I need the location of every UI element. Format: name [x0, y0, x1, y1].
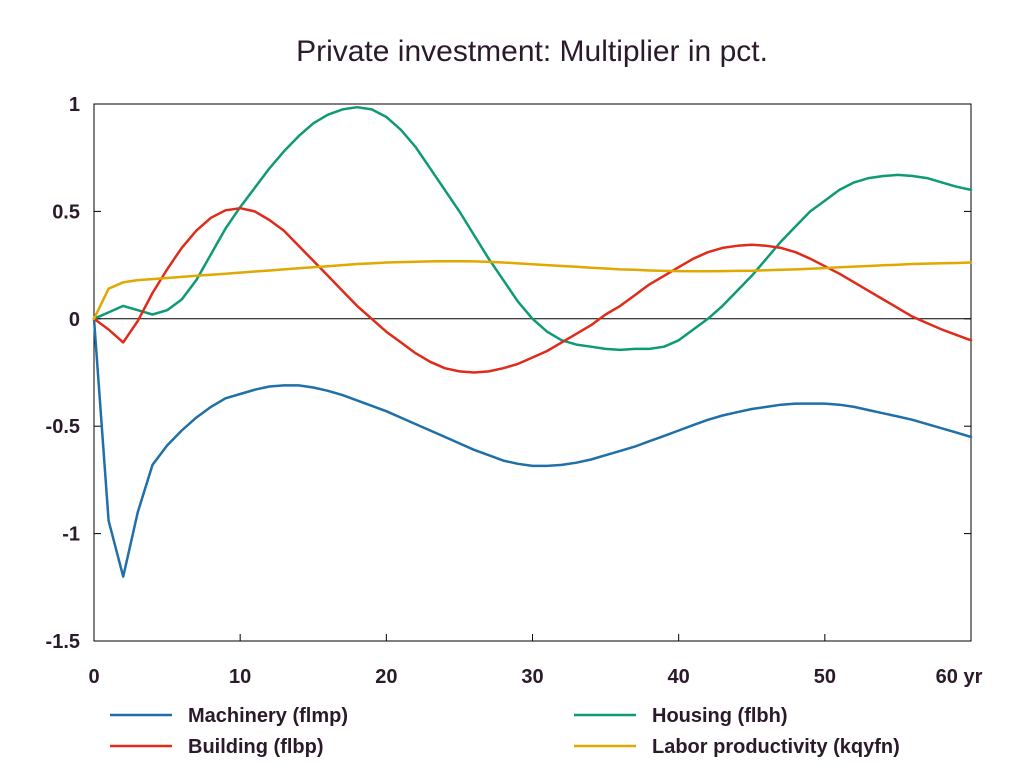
plot-frame	[93, 103, 972, 642]
legend-label: Building (flbp)	[188, 736, 324, 758]
y-tick-label: 0	[69, 309, 80, 331]
x-tick-label: 60 yr	[936, 666, 983, 688]
series-line-4	[92, 259, 973, 321]
y-tick-label: 1	[69, 94, 80, 116]
series-line-1	[92, 317, 973, 578]
legend: Machinery (flmp) Building (flbp) Housing (…	[110, 705, 900, 758]
y-tick-label: -1	[62, 524, 80, 546]
series-line-2	[92, 105, 973, 352]
legend-label: Machinery (flmp)	[188, 705, 348, 727]
x-tick-label: 20	[375, 666, 397, 688]
y-tick-label: -1.5	[46, 631, 80, 653]
series-line-3	[92, 206, 973, 374]
x-tick-label: 0	[88, 666, 99, 688]
plot-area: -1.5-1-0.500.510 10 20 30 40 50 60 yr	[46, 94, 983, 688]
legend-label: Labor productivity (kqyfn)	[652, 736, 900, 758]
legend-label: Housing (flbh)	[652, 705, 788, 727]
x-tick-label: 30	[521, 666, 543, 688]
chart-title: Private investment: Multiplier in pct.	[296, 35, 768, 68]
x-tick-label: 10	[229, 666, 251, 688]
y-tick-label: 0.5	[52, 201, 80, 223]
y-tick-label: -0.5	[46, 416, 80, 438]
x-tick-label: 50	[814, 666, 836, 688]
x-tick-label: 40	[668, 666, 690, 688]
